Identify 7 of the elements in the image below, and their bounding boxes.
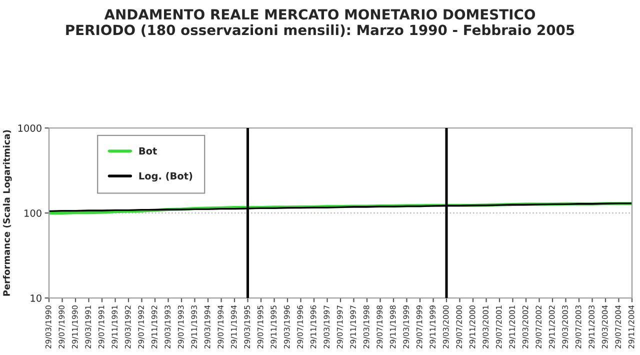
legend-label: Log. (Bot): [139, 172, 192, 182]
y-axis-title: Performance (Scala Logaritmica): [2, 130, 12, 296]
y-tick-label: 100: [24, 209, 42, 217]
y-tick-label: 1000: [18, 124, 42, 132]
legend-label: Bot: [139, 147, 157, 155]
chart-title: ANDAMENTO REALE MERCATO MONETARIO DOMESTICO PERIODO (180 osservazioni mensili): Marzo 1990 - Febbraio 2005: [66, 9, 574, 37]
y-tick-label: 10: [30, 294, 42, 302]
